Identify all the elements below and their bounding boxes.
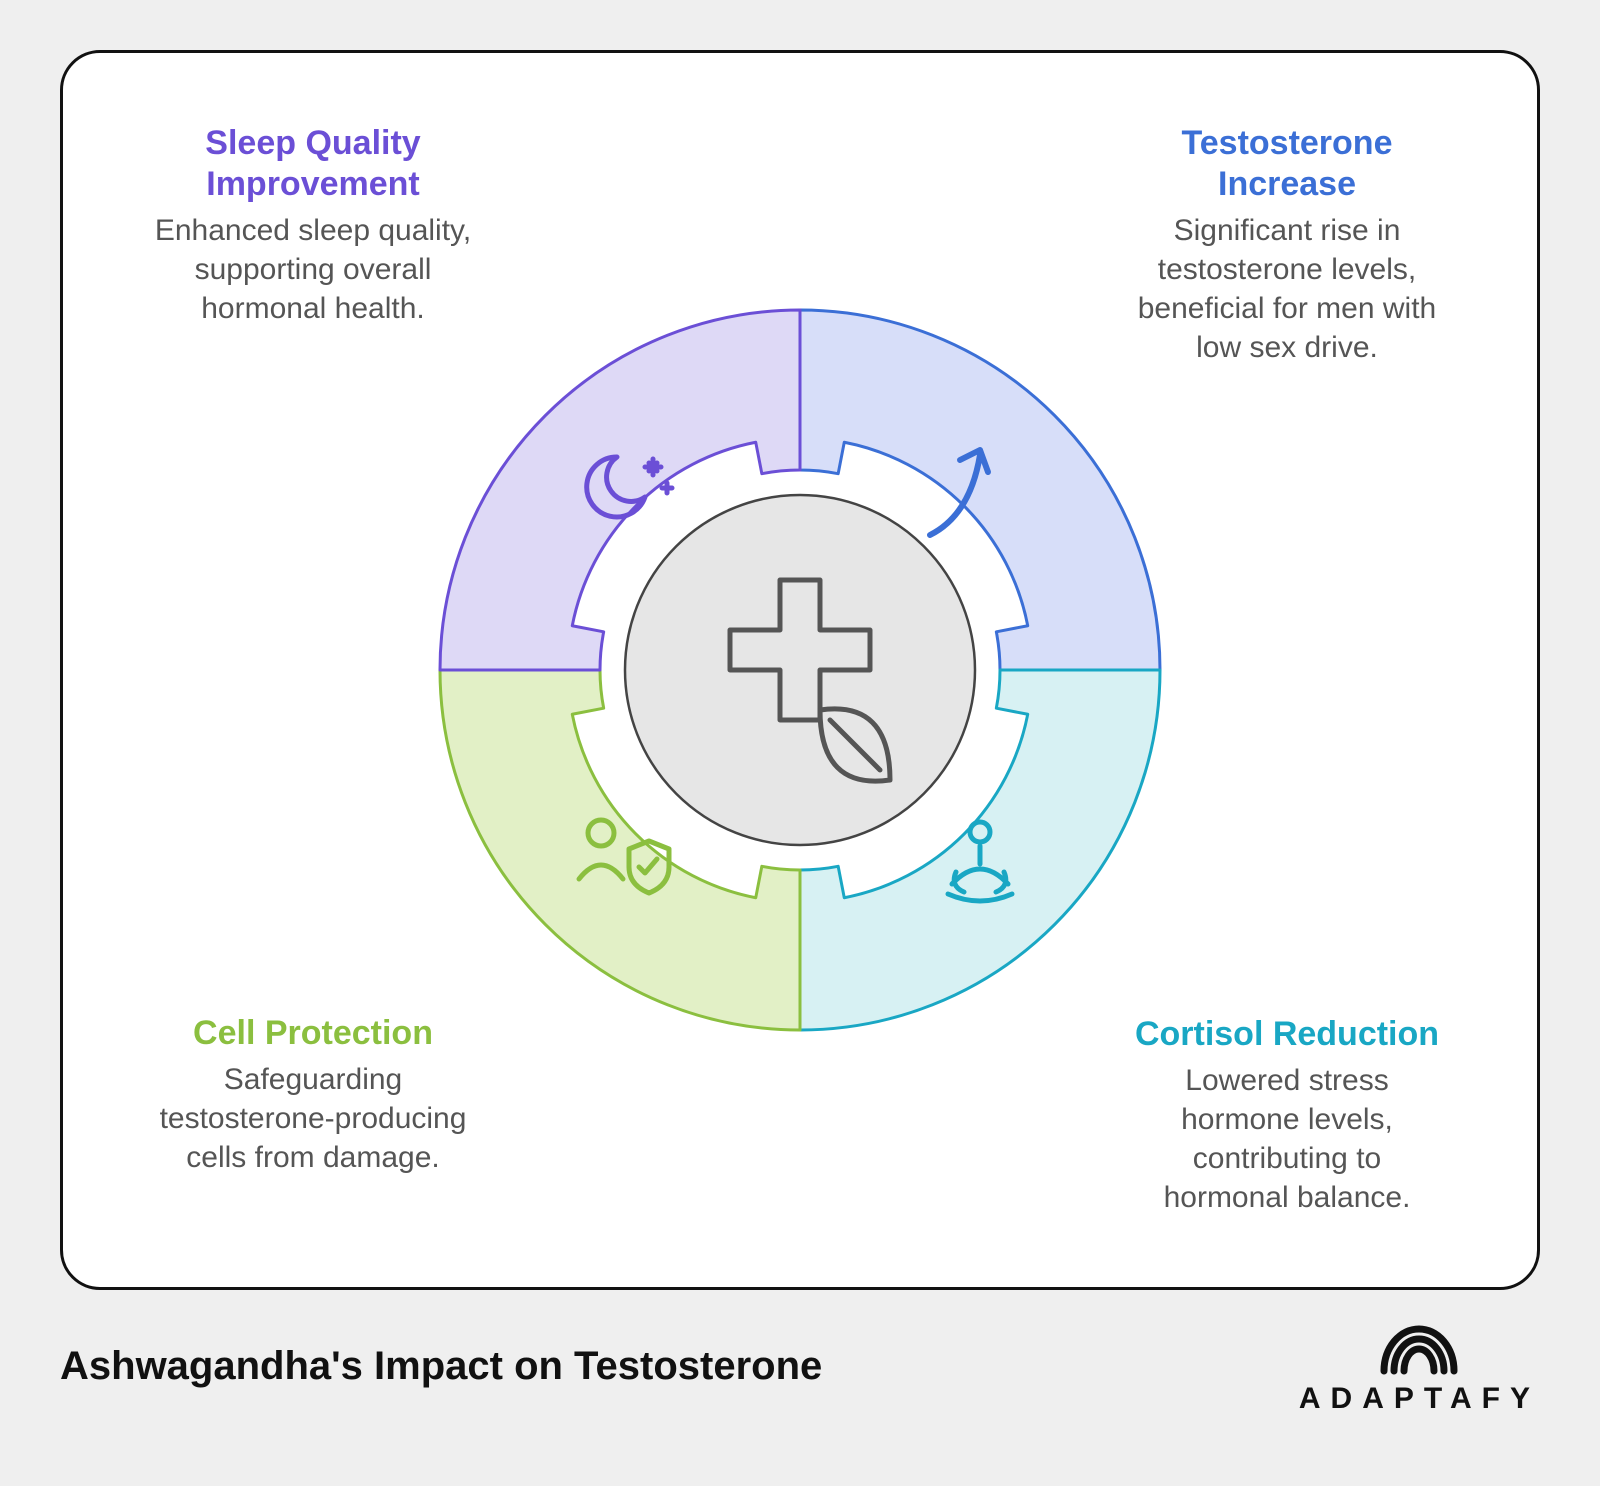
brand: ADAPTAFY [1299, 1316, 1540, 1416]
brand-name: ADAPTAFY [1299, 1382, 1540, 1416]
center-circle [625, 495, 975, 845]
ring-diagram [400, 270, 1200, 1070]
arcs-icon [1374, 1316, 1464, 1376]
page-title: Ashwagandha's Impact on Testosterone [60, 1344, 822, 1389]
footer: Ashwagandha's Impact on Testosterone ADA… [60, 1306, 1540, 1426]
infographic-card: Sleep Quality Improvement Enhanced sleep… [60, 50, 1540, 1290]
label-body: Safeguarding testosterone-producing cell… [153, 1060, 473, 1177]
label-title: Testosterone Increase [1127, 123, 1447, 205]
label-title: Sleep Quality Improvement [153, 123, 473, 205]
label-body: Lowered stress hormone levels, contribut… [1127, 1061, 1447, 1217]
